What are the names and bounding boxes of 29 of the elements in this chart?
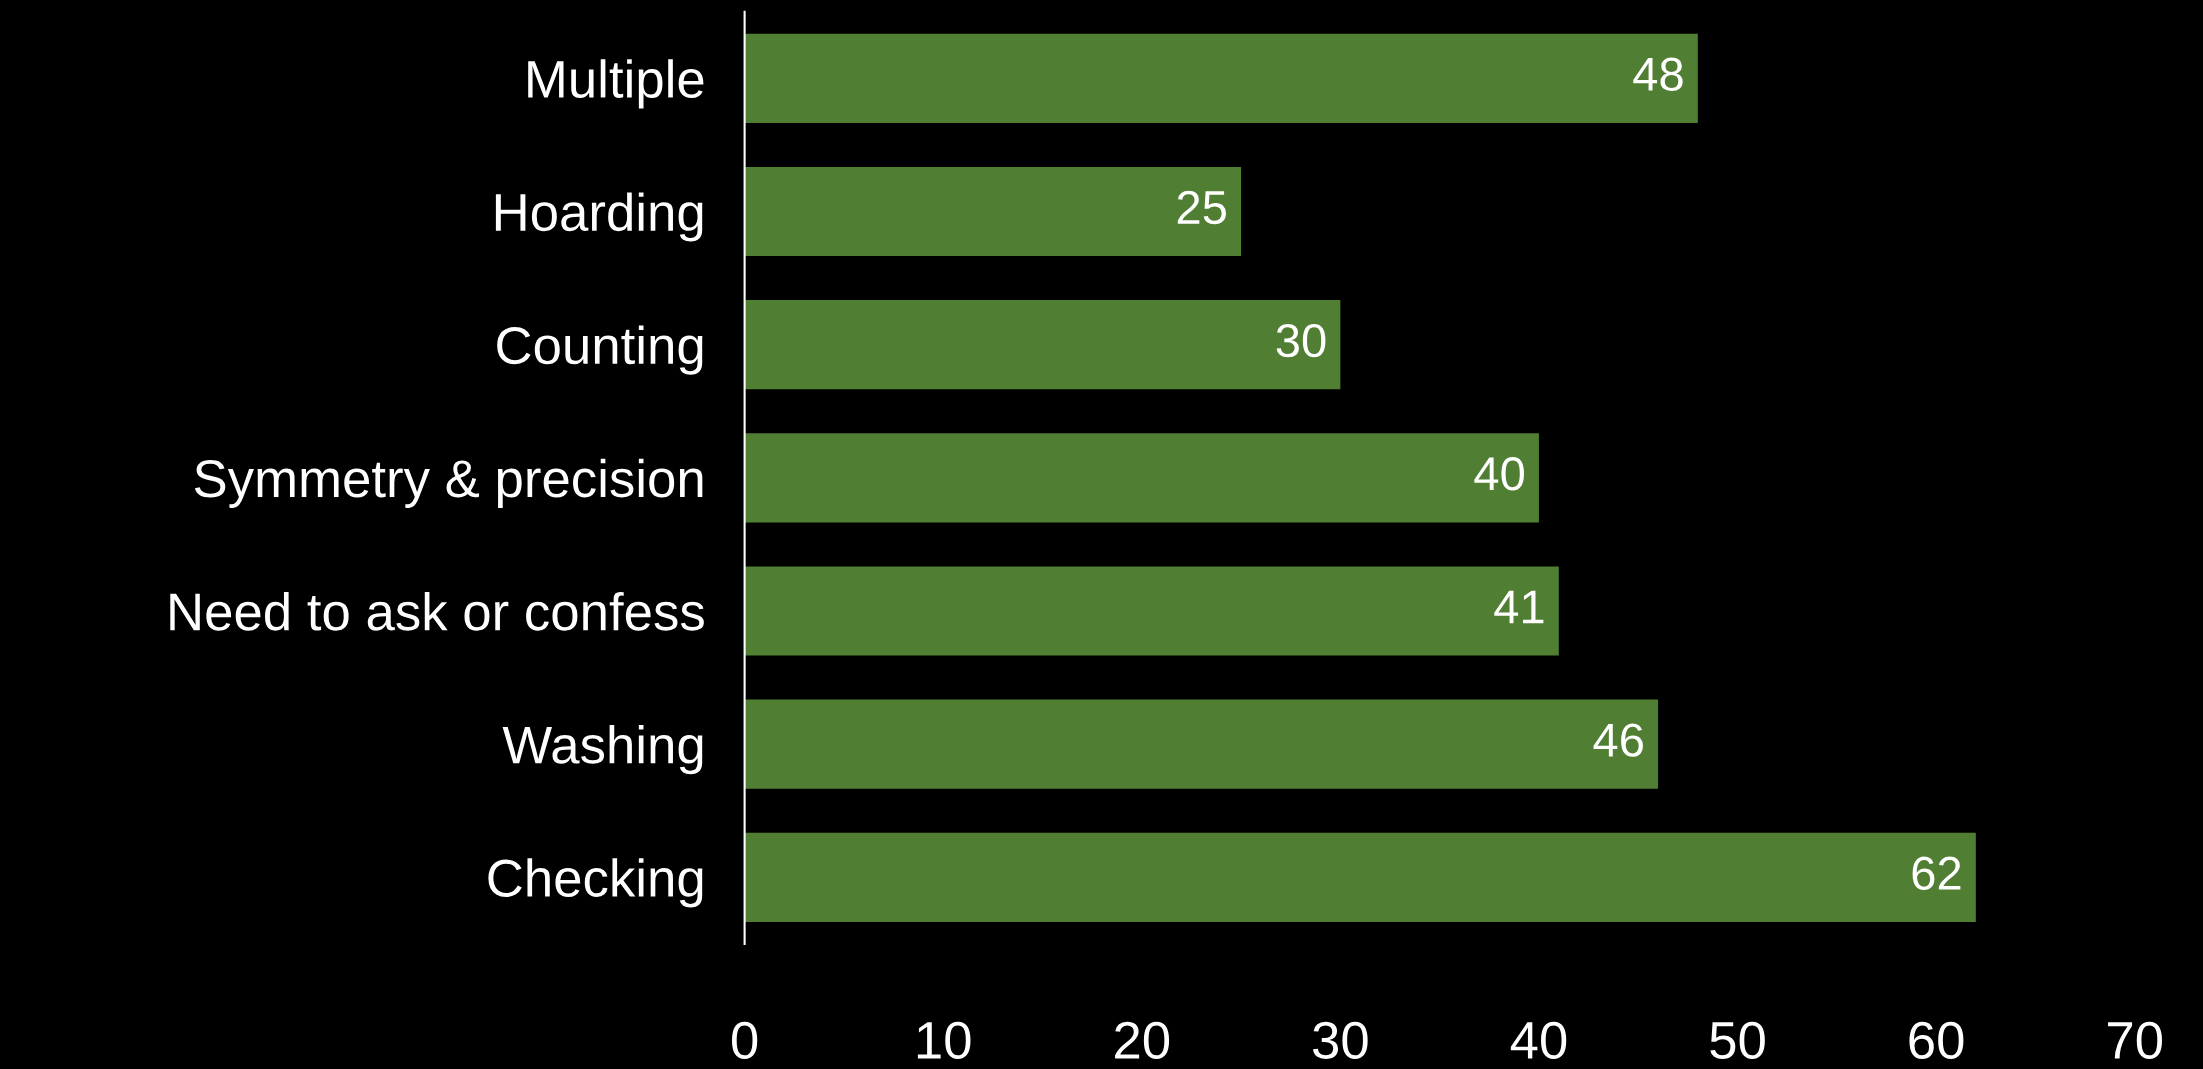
y-tick-label: Counting: [497, 325, 703, 375]
x-tick-label: 40: [1510, 1021, 1567, 1060]
data-label: 30: [1276, 323, 1326, 358]
data-label: 25: [1177, 190, 1226, 225]
bar: [744, 166, 1242, 257]
x-tick-label: 0: [732, 1021, 758, 1060]
bar: [744, 832, 1976, 922]
y-tick-label: Symmetry & precision: [194, 458, 703, 508]
data-label: 40: [1474, 457, 1524, 491]
x-tick-label: 30: [1313, 1021, 1368, 1060]
x-tick-label: 60: [1909, 1021, 1964, 1060]
bar: [744, 300, 1341, 390]
data-label: 48: [1633, 57, 1683, 92]
y-tick-label: Checking: [488, 858, 703, 908]
bar: [744, 699, 1659, 789]
bar: [744, 566, 1559, 656]
bar: [744, 33, 1698, 123]
data-label: 41: [1494, 590, 1544, 624]
y-tick-label: Hoarding: [495, 192, 703, 242]
y-tick-label: Multiple: [528, 59, 704, 109]
data-label: 62: [1912, 856, 1961, 891]
y-tick-label: Washing: [502, 725, 703, 775]
y-tick-label: Need to ask or confess: [170, 591, 704, 631]
x-tick-label: 20: [1115, 1021, 1170, 1060]
x-tick-label: 10: [917, 1021, 971, 1060]
x-tick-label: 50: [1710, 1021, 1765, 1060]
data-label: 46: [1593, 723, 1643, 757]
bar: [744, 433, 1539, 523]
x-tick-label: 70: [2108, 1021, 2162, 1060]
